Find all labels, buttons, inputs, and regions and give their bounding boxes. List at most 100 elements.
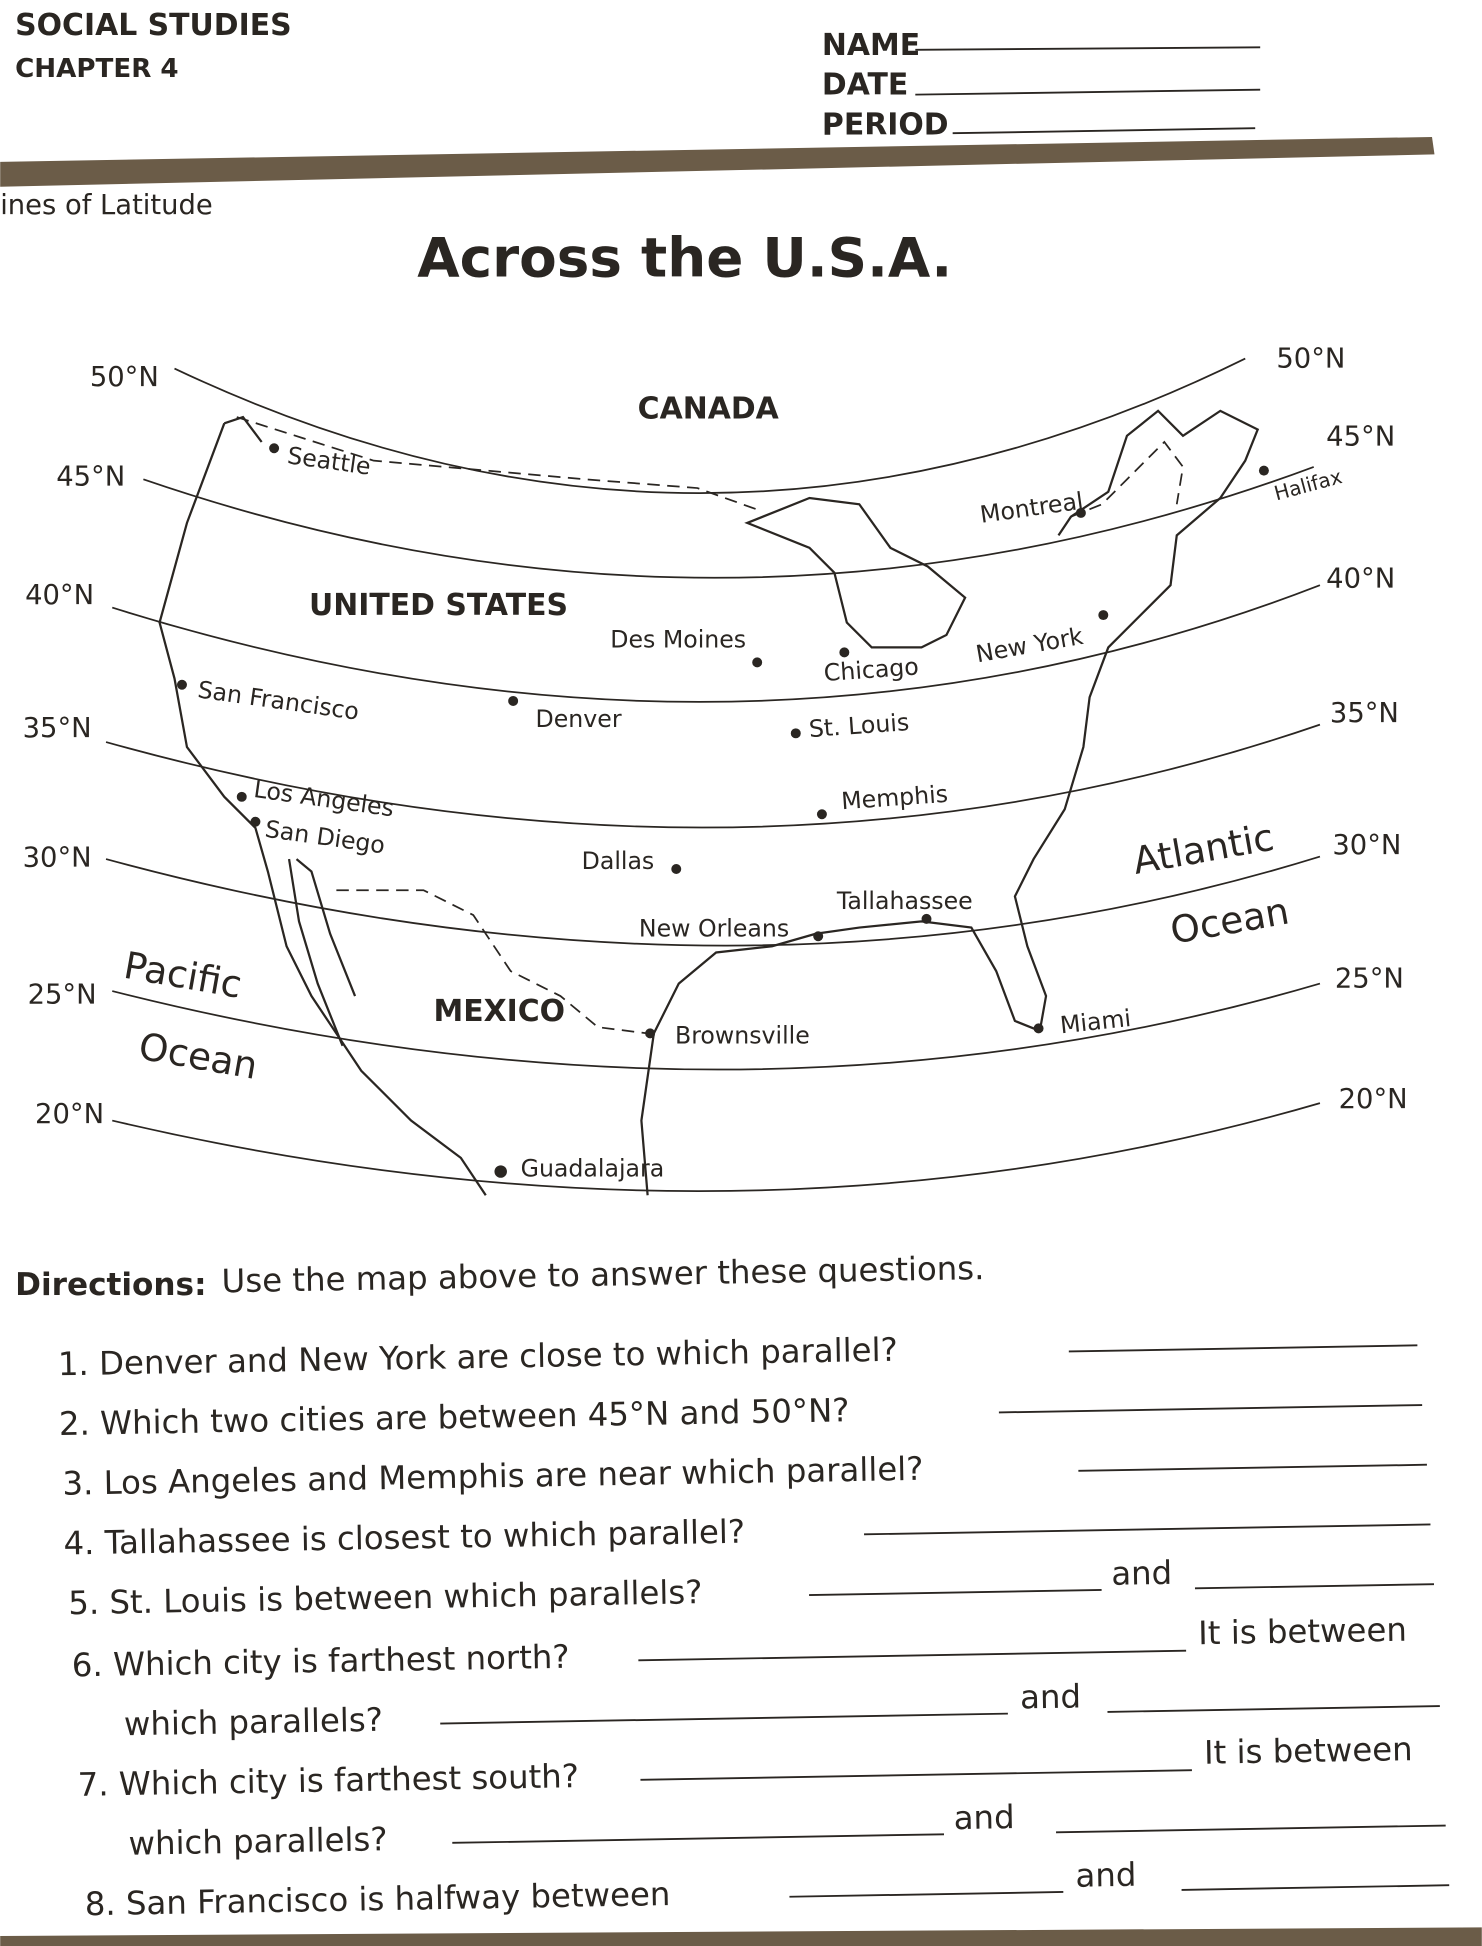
lat-label-left: 45°N	[56, 462, 125, 493]
answer-6[interactable]	[638, 1649, 1187, 1662]
city-dot-san-diego	[250, 816, 261, 827]
questions: 1. Denver and New York are close to whic…	[58, 1331, 1450, 1923]
answer-4[interactable]	[864, 1523, 1431, 1536]
answer-5a[interactable]	[809, 1589, 1102, 1596]
lat-label-left: 50°N	[90, 362, 159, 393]
between-label: It is between	[1204, 1730, 1413, 1772]
question-1: 1. Denver and New York are close to whic…	[58, 1331, 898, 1384]
latitude-lines	[105, 357, 1321, 1192]
question-8: 8. San Francisco is halfway between	[84, 1875, 670, 1923]
name-label: NAME	[822, 28, 920, 63]
city-dot-miami	[1033, 1023, 1044, 1034]
parallel-45n	[143, 466, 1315, 579]
parallel-40n	[111, 584, 1321, 703]
city-dot-new-orleans	[813, 931, 824, 942]
question-7-parallels: which parallels?	[128, 1820, 388, 1863]
lat-label-right: 40°N	[1326, 564, 1395, 595]
question-6-parallels: which parallels?	[124, 1701, 384, 1744]
and-label: and	[1020, 1677, 1082, 1716]
region-mexico: MEXICO	[433, 994, 565, 1029]
answer-1[interactable]	[1068, 1344, 1418, 1353]
parallel-20n	[112, 1102, 1321, 1192]
city-label-san-francisco: San Francisco	[196, 675, 361, 725]
header-divider	[0, 136, 1435, 187]
between-label: It is between	[1198, 1611, 1407, 1653]
city-dot-new-york	[1098, 610, 1109, 621]
city-dot-montreal	[1075, 507, 1086, 518]
borders	[236, 416, 1184, 1035]
period-field[interactable]	[952, 127, 1256, 135]
answer-6b[interactable]	[1107, 1705, 1440, 1713]
city-dot-st-louis	[790, 728, 801, 739]
period-label: PERIOD	[822, 107, 949, 142]
region-canada: CANADA	[638, 391, 779, 426]
lat-label-right: 20°N	[1339, 1084, 1408, 1115]
city-label-montreal: Montreal	[978, 487, 1085, 529]
parallel-25n	[112, 982, 1321, 1071]
question-2: 2. Which two cities are between 45°N and…	[59, 1391, 850, 1443]
region-united-states: UNITED STATES	[309, 588, 568, 623]
name-field[interactable]	[915, 46, 1261, 51]
city-dot-des-moines	[752, 657, 763, 668]
city-dot-chicago	[839, 647, 850, 658]
date-label: DATE	[822, 68, 908, 103]
lat-label-left: 25°N	[28, 980, 97, 1011]
answer-8a[interactable]	[789, 1891, 1064, 1898]
city-dot-memphis	[816, 809, 827, 820]
answer-2[interactable]	[998, 1404, 1423, 1414]
answer-7b[interactable]	[1056, 1824, 1446, 1834]
answer-7a[interactable]	[452, 1833, 945, 1844]
city-dot-denver	[508, 695, 519, 706]
north-america-outline	[158, 409, 1260, 1196]
subject-label: SOCIAL STUDIES	[15, 8, 292, 43]
city-label-dallas: Dallas	[582, 847, 655, 875]
city-dot-dallas	[671, 864, 682, 875]
question-7: 7. Which city is farthest south?	[77, 1757, 579, 1804]
question-6: 6. Which city is farthest north?	[72, 1638, 570, 1685]
city-label-miami: Miami	[1059, 1004, 1133, 1039]
city-label-halifax: Halifax	[1272, 465, 1345, 505]
answer-8b[interactable]	[1181, 1884, 1450, 1891]
answer-3[interactable]	[1078, 1463, 1427, 1472]
city-dot-seattle	[269, 443, 280, 454]
ocean-pacific: Ocean	[136, 1024, 261, 1088]
ocean-atlantic: Ocean	[1167, 889, 1292, 953]
city-label-san-diego: San Diego	[263, 815, 387, 860]
answer-6a[interactable]	[440, 1712, 1008, 1725]
parallel-35n	[105, 723, 1321, 829]
city-dot-guadalajara	[494, 1165, 507, 1178]
city-dot-halifax	[1258, 465, 1269, 476]
city-dot-tallahassee	[921, 913, 932, 924]
footer-divider	[0, 1927, 1482, 1946]
city-dot-los-angeles	[236, 791, 247, 802]
city-label-guadalajara: Guadalajara	[521, 1155, 665, 1183]
answer-5b[interactable]	[1194, 1583, 1435, 1590]
page-title: Across the U.S.A.	[417, 225, 952, 289]
city-label-brownsville: Brownsville	[675, 1021, 810, 1049]
and-label: and	[1111, 1554, 1173, 1593]
city-label-chicago: Chicago	[823, 652, 920, 687]
and-label: and	[953, 1798, 1015, 1837]
city-dot-brownsville	[645, 1028, 656, 1039]
city-label-new-orleans: New Orleans	[639, 914, 789, 942]
date-field[interactable]	[915, 88, 1261, 96]
lat-label-right: 30°N	[1332, 830, 1401, 861]
lat-label-right: 50°N	[1276, 343, 1345, 374]
parallel-30n	[105, 855, 1321, 947]
directions-label: Directions:	[15, 1267, 206, 1303]
city-label-memphis: Memphis	[840, 780, 949, 815]
lat-label-left: 35°N	[23, 713, 92, 744]
and-label: and	[1075, 1856, 1137, 1895]
lat-label-right: 45°N	[1326, 422, 1395, 453]
chapter-label: CHAPTER 4	[15, 54, 178, 84]
city-markers	[176, 443, 1269, 1178]
lat-label-left: 40°N	[25, 580, 94, 611]
lat-label-left: 30°N	[23, 843, 92, 874]
lat-label-right: 35°N	[1330, 698, 1399, 729]
city-label-st-louis: St. Louis	[808, 708, 910, 743]
city-dot-san-francisco	[176, 679, 187, 690]
city-label-denver: Denver	[536, 705, 622, 733]
city-label-tallahassee: Tallahassee	[836, 887, 973, 915]
answer-7[interactable]	[640, 1769, 1192, 1781]
